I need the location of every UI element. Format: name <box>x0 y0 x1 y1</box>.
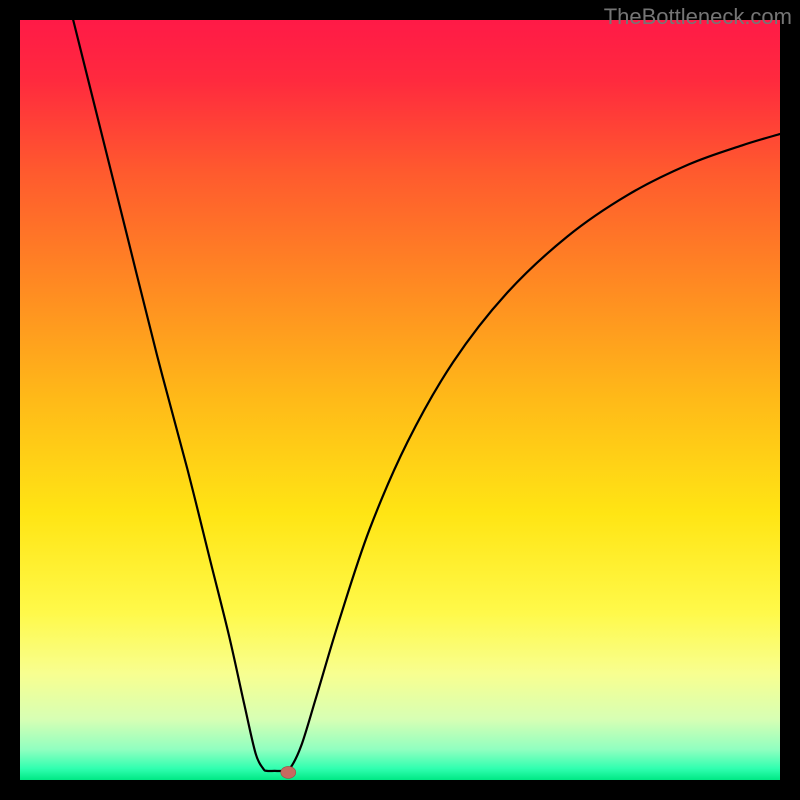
plot-background <box>20 20 780 780</box>
min-marker <box>281 766 296 778</box>
chart-svg <box>0 0 800 800</box>
chart-frame: TheBottleneck.com <box>0 0 800 800</box>
